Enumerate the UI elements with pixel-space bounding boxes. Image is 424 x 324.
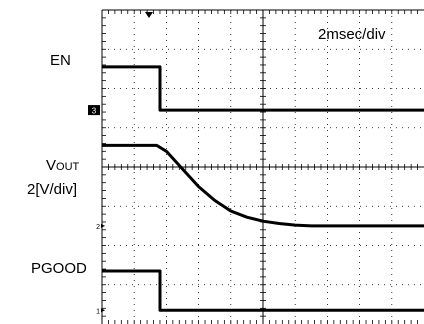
channel-markers: 3 2 1 bbox=[88, 105, 105, 315]
grid bbox=[101, 9, 424, 324]
vout-label-sub: OUT bbox=[56, 161, 80, 173]
channel-marker-2 bbox=[101, 223, 105, 228]
timebase-label: 2msec/div bbox=[318, 26, 386, 43]
channel-marker-label: 3 bbox=[92, 107, 97, 116]
channel-marker-label: 1 bbox=[96, 308, 100, 315]
vout-label-main: V bbox=[46, 157, 57, 174]
pgood-label: PGOOD bbox=[31, 260, 87, 277]
channel-marker-label: 2 bbox=[96, 224, 100, 231]
vout-label: VOUT bbox=[46, 157, 79, 174]
trace-vout bbox=[102, 143, 424, 228]
en-label: EN bbox=[50, 52, 71, 69]
vout-scale-label: 2[V/div] bbox=[27, 181, 78, 198]
trigger-marker bbox=[145, 12, 153, 18]
channel-marker-3 bbox=[88, 105, 100, 116]
trace-pgood bbox=[102, 269, 424, 312]
trace-en bbox=[102, 65, 424, 112]
channel-marker-1 bbox=[101, 308, 105, 313]
traces bbox=[102, 65, 424, 312]
